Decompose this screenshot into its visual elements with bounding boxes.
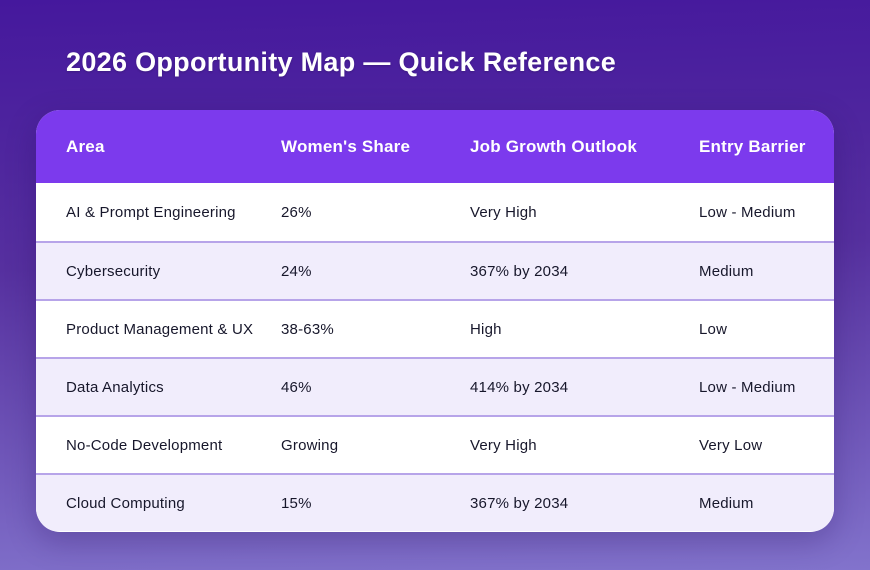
cell-barrier: Low - Medium bbox=[699, 203, 796, 221]
cell-share: 15% bbox=[281, 494, 312, 512]
table-body: AI & Prompt Engineering 26% Very High Low -… bbox=[36, 183, 834, 531]
cell-barrier: Medium bbox=[699, 494, 754, 512]
cell-outlook: 367% by 2034 bbox=[470, 262, 569, 280]
table-row: Product Management & UX 38-63% High Low bbox=[36, 299, 834, 357]
cell-share: 46% bbox=[281, 378, 312, 396]
cell-area: AI & Prompt Engineering bbox=[66, 203, 236, 221]
column-header-area: Area bbox=[66, 136, 105, 156]
cell-area: Product Management & UX bbox=[66, 320, 254, 338]
cell-barrier: Low bbox=[699, 320, 728, 338]
table-row: Data Analytics 46% 414% by 2034 Low - Mediu… bbox=[36, 357, 834, 415]
cell-share: 26% bbox=[281, 203, 312, 221]
table-row: No-Code Development Growing Very High Very … bbox=[36, 415, 834, 473]
cell-area: Cloud Computing bbox=[66, 494, 185, 512]
cell-barrier: Very Low bbox=[699, 436, 763, 454]
cell-area: Data Analytics bbox=[66, 378, 164, 396]
cell-barrier: Low - Medium bbox=[699, 378, 796, 396]
cell-outlook: 367% by 2034 bbox=[470, 494, 569, 512]
column-header-entry-barrier: Entry Barrier bbox=[699, 136, 806, 156]
cell-outlook: Very High bbox=[470, 203, 537, 221]
table-row: Cloud Computing 15% 367% by 2034 Medium bbox=[36, 473, 834, 531]
table-header-row: Area Women's Share Job Growth Outlook En… bbox=[36, 110, 834, 183]
cell-share: 38-63% bbox=[281, 320, 334, 338]
cell-outlook: High bbox=[470, 320, 502, 338]
column-header-womens-share: Women's Share bbox=[281, 136, 411, 156]
cell-outlook: 414% by 2034 bbox=[470, 378, 569, 396]
cell-area: Cybersecurity bbox=[66, 262, 161, 280]
cell-area: No-Code Development bbox=[66, 436, 223, 454]
table-row: Cybersecurity 24% 367% by 2034 Medium bbox=[36, 241, 834, 299]
page-title: 2026 Opportunity Map — Quick Reference bbox=[66, 47, 617, 77]
table-row: AI & Prompt Engineering 26% Very High Low -… bbox=[36, 183, 834, 241]
cell-barrier: Medium bbox=[699, 262, 754, 280]
column-header-job-growth-outlook: Job Growth Outlook bbox=[470, 136, 637, 156]
cell-share: 24% bbox=[281, 262, 312, 280]
cell-share: Growing bbox=[281, 436, 339, 454]
cell-outlook: Very High bbox=[470, 436, 537, 454]
opportunity-table: Area Women's Share Job Growth Outlook En… bbox=[36, 110, 834, 532]
